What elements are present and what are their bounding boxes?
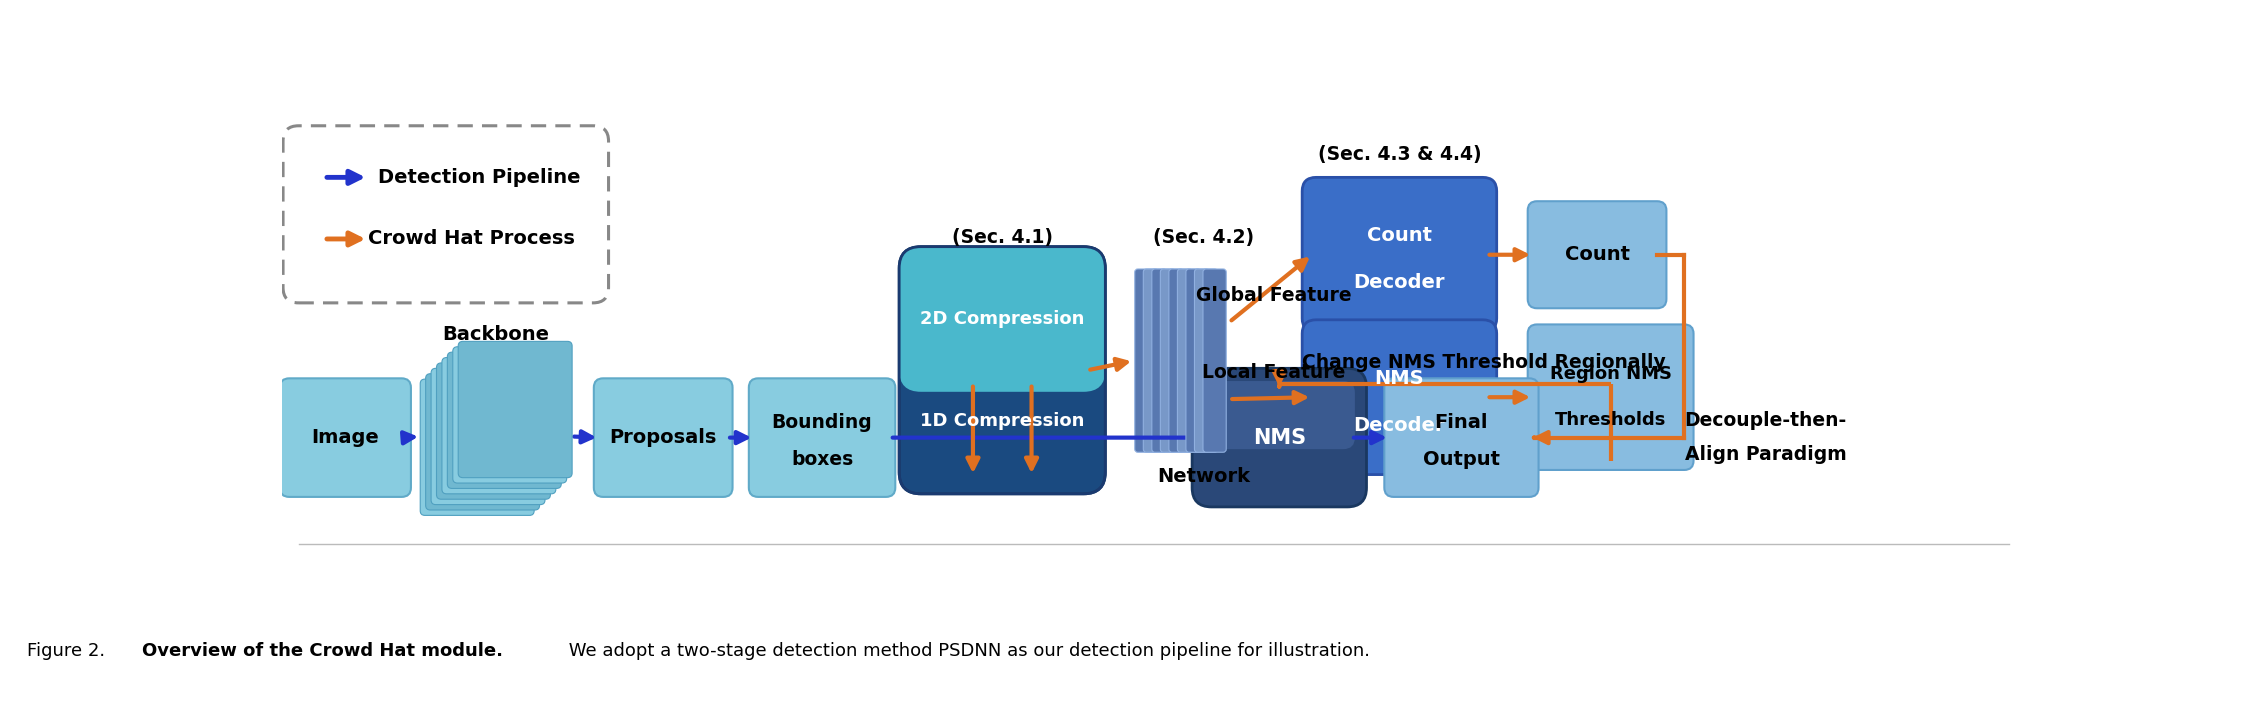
- Text: Align Paradigm: Align Paradigm: [1684, 445, 1847, 464]
- FancyBboxPatch shape: [750, 378, 896, 497]
- FancyBboxPatch shape: [1191, 368, 1367, 507]
- Text: Count: Count: [1367, 226, 1432, 245]
- FancyBboxPatch shape: [1151, 269, 1176, 452]
- Text: Overview of the Crowd Hat module.: Overview of the Crowd Hat module.: [142, 642, 502, 660]
- FancyBboxPatch shape: [1178, 269, 1200, 452]
- Text: Decoder: Decoder: [1353, 273, 1446, 292]
- FancyBboxPatch shape: [437, 363, 549, 499]
- Text: Crowd Hat Process: Crowd Hat Process: [367, 229, 574, 249]
- FancyBboxPatch shape: [1187, 269, 1209, 452]
- Text: Decoder: Decoder: [1353, 416, 1446, 435]
- Text: We adopt a two-stage detection method PSDNN as our detection pipeline for illust: We adopt a two-stage detection method PS…: [563, 642, 1369, 660]
- Text: Image: Image: [311, 428, 378, 447]
- FancyBboxPatch shape: [1135, 269, 1158, 452]
- FancyBboxPatch shape: [284, 126, 608, 303]
- Text: 1D Compression: 1D Compression: [921, 412, 1085, 430]
- FancyBboxPatch shape: [1302, 320, 1498, 474]
- FancyBboxPatch shape: [1160, 269, 1185, 452]
- FancyBboxPatch shape: [899, 246, 1106, 494]
- FancyBboxPatch shape: [441, 358, 556, 494]
- Text: Local Feature: Local Feature: [1203, 362, 1344, 382]
- FancyBboxPatch shape: [899, 246, 1106, 392]
- Text: 2D Compression: 2D Compression: [921, 310, 1085, 329]
- Text: Count: Count: [1565, 245, 1630, 264]
- Text: Thresholds: Thresholds: [1554, 411, 1666, 429]
- Text: Bounding: Bounding: [772, 413, 872, 432]
- Text: Output: Output: [1423, 450, 1500, 469]
- Text: Detection Pipeline: Detection Pipeline: [378, 168, 581, 187]
- Text: Change NMS Threshold Regionally: Change NMS Threshold Regionally: [1302, 353, 1666, 372]
- FancyBboxPatch shape: [279, 378, 410, 497]
- Text: Final: Final: [1435, 413, 1489, 432]
- FancyBboxPatch shape: [430, 368, 545, 505]
- FancyBboxPatch shape: [457, 341, 572, 478]
- Text: boxes: boxes: [790, 450, 854, 469]
- Text: NMS: NMS: [1374, 369, 1423, 388]
- Text: Decouple-then-: Decouple-then-: [1684, 411, 1847, 430]
- Text: Proposals: Proposals: [610, 428, 716, 447]
- FancyBboxPatch shape: [1203, 269, 1227, 452]
- Text: NMS: NMS: [1252, 428, 1306, 447]
- FancyBboxPatch shape: [1169, 269, 1191, 452]
- FancyBboxPatch shape: [1205, 381, 1356, 449]
- Text: (Sec. 4.2): (Sec. 4.2): [1153, 228, 1254, 247]
- FancyBboxPatch shape: [1527, 201, 1666, 308]
- Text: Global Feature: Global Feature: [1196, 285, 1351, 304]
- Text: (Sec. 4.3 & 4.4): (Sec. 4.3 & 4.4): [1317, 144, 1482, 164]
- Text: Figure 2.: Figure 2.: [27, 642, 110, 660]
- FancyBboxPatch shape: [1385, 378, 1538, 497]
- FancyBboxPatch shape: [453, 347, 568, 483]
- FancyBboxPatch shape: [421, 379, 534, 515]
- Text: Backbone: Backbone: [444, 325, 549, 344]
- FancyBboxPatch shape: [426, 374, 540, 510]
- Text: Network: Network: [1158, 467, 1250, 486]
- FancyBboxPatch shape: [1302, 178, 1498, 332]
- FancyBboxPatch shape: [595, 378, 732, 497]
- FancyBboxPatch shape: [1527, 324, 1694, 470]
- FancyBboxPatch shape: [448, 352, 561, 489]
- Text: (Sec. 4.1): (Sec. 4.1): [953, 228, 1052, 247]
- FancyBboxPatch shape: [1194, 269, 1218, 452]
- Text: Region NMS: Region NMS: [1549, 365, 1671, 383]
- FancyBboxPatch shape: [1144, 269, 1167, 452]
